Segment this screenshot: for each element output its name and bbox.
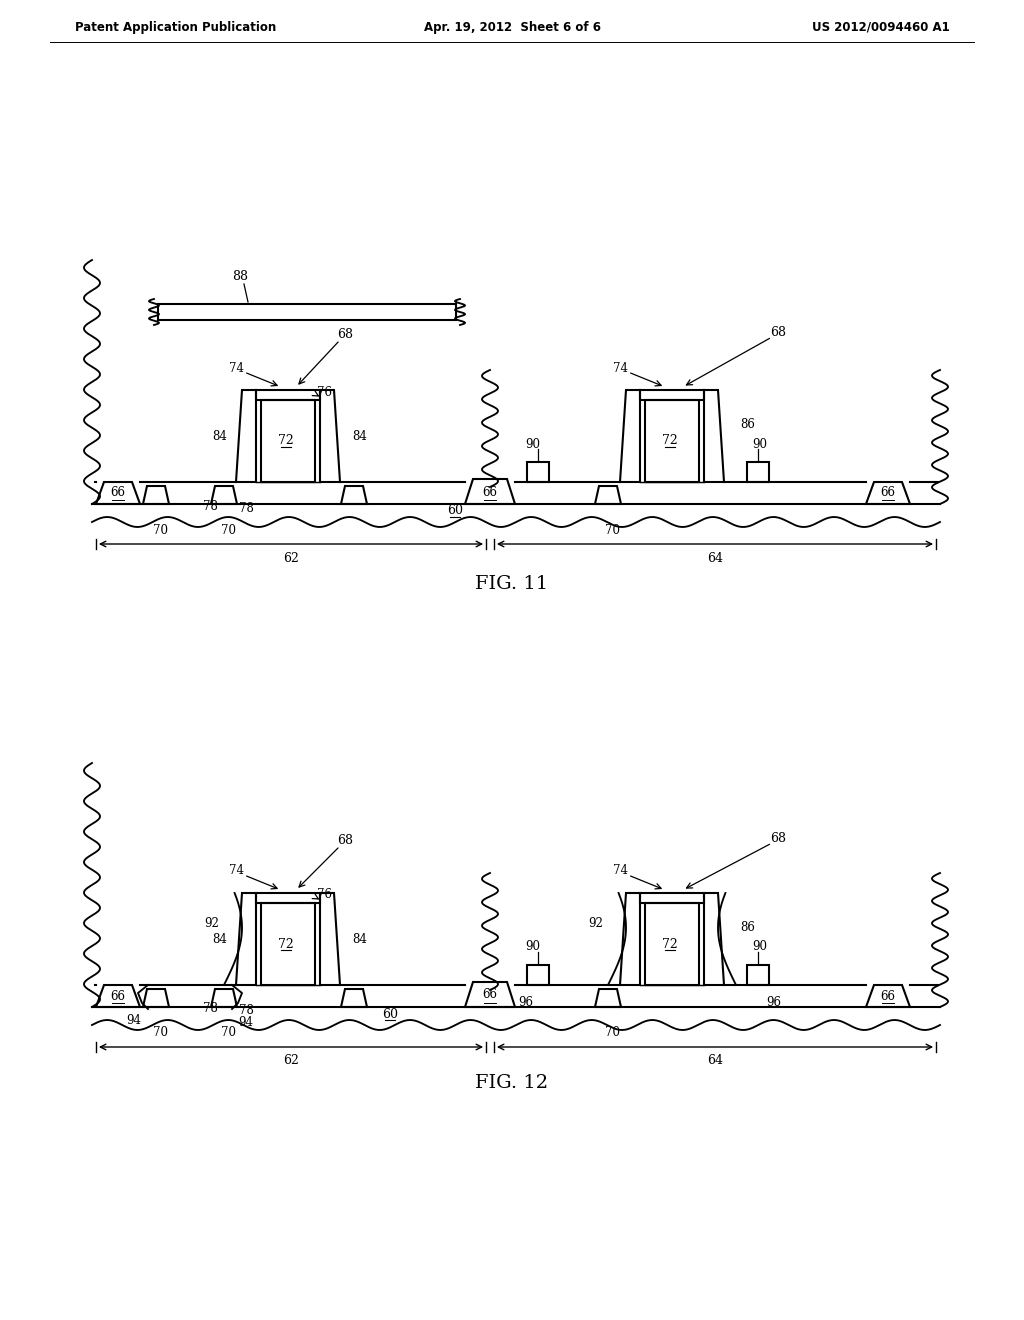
Text: 84: 84 (352, 430, 368, 444)
Text: 70: 70 (604, 1027, 620, 1040)
Bar (746, 965, 769, 985)
Text: 70: 70 (220, 524, 236, 536)
Text: 70: 70 (153, 1027, 168, 1040)
Bar (645, 400, 699, 482)
Text: 64: 64 (707, 552, 723, 565)
Text: 72: 72 (663, 937, 678, 950)
Text: 76: 76 (317, 888, 333, 902)
Text: 92: 92 (589, 917, 603, 931)
Bar (256, 894, 319, 903)
Text: 86: 86 (740, 418, 756, 432)
Text: 78: 78 (239, 502, 253, 515)
Text: FIG. 12: FIG. 12 (475, 1074, 549, 1092)
Text: 90: 90 (753, 940, 768, 953)
Text: 74: 74 (228, 865, 244, 878)
Bar (261, 400, 315, 482)
Text: 84: 84 (352, 933, 368, 946)
Text: 78: 78 (239, 1005, 253, 1018)
Bar (640, 389, 705, 400)
Text: 96: 96 (767, 997, 781, 1010)
Bar (640, 894, 705, 903)
Text: 60: 60 (447, 504, 463, 517)
Bar (746, 462, 769, 482)
Text: Patent Application Publication: Patent Application Publication (75, 21, 276, 33)
Text: 66: 66 (881, 487, 896, 499)
Text: 90: 90 (753, 437, 768, 450)
Text: 96: 96 (518, 997, 534, 1010)
Text: 84: 84 (213, 430, 227, 444)
Text: 64: 64 (707, 1055, 723, 1068)
Text: 74: 74 (612, 865, 628, 878)
Text: 68: 68 (770, 326, 786, 338)
Text: 66: 66 (482, 989, 498, 1002)
Text: 62: 62 (283, 552, 299, 565)
Text: 66: 66 (111, 990, 126, 1002)
Text: 94: 94 (127, 1015, 141, 1027)
Text: 70: 70 (220, 1027, 236, 1040)
Text: US 2012/0094460 A1: US 2012/0094460 A1 (812, 21, 950, 33)
Text: 78: 78 (203, 1002, 217, 1015)
Bar (261, 903, 315, 985)
Text: 68: 68 (337, 329, 353, 342)
Text: 62: 62 (283, 1055, 299, 1068)
Text: 68: 68 (770, 832, 786, 845)
Text: 66: 66 (482, 486, 498, 499)
Text: 84: 84 (213, 933, 227, 946)
Bar (527, 965, 549, 985)
Text: 74: 74 (228, 362, 244, 375)
Text: 68: 68 (337, 834, 353, 847)
Text: 66: 66 (881, 990, 896, 1002)
Text: 90: 90 (525, 437, 541, 450)
Text: 94: 94 (239, 1016, 254, 1030)
Text: FIG. 11: FIG. 11 (475, 576, 549, 593)
Text: 70: 70 (153, 524, 168, 536)
Bar (645, 903, 699, 985)
Text: 86: 86 (740, 921, 756, 935)
Text: 74: 74 (612, 362, 628, 375)
Text: 78: 78 (203, 499, 217, 512)
Bar (256, 389, 319, 400)
Text: 72: 72 (279, 434, 294, 447)
Text: 72: 72 (663, 434, 678, 447)
Text: 72: 72 (279, 937, 294, 950)
Text: 70: 70 (604, 524, 620, 536)
Text: 88: 88 (232, 269, 248, 282)
Bar (527, 462, 549, 482)
Text: Apr. 19, 2012  Sheet 6 of 6: Apr. 19, 2012 Sheet 6 of 6 (424, 21, 600, 33)
Text: 90: 90 (525, 940, 541, 953)
Text: 76: 76 (317, 385, 333, 399)
Text: 66: 66 (111, 487, 126, 499)
Text: 60: 60 (382, 1007, 398, 1020)
Text: 92: 92 (205, 917, 219, 931)
